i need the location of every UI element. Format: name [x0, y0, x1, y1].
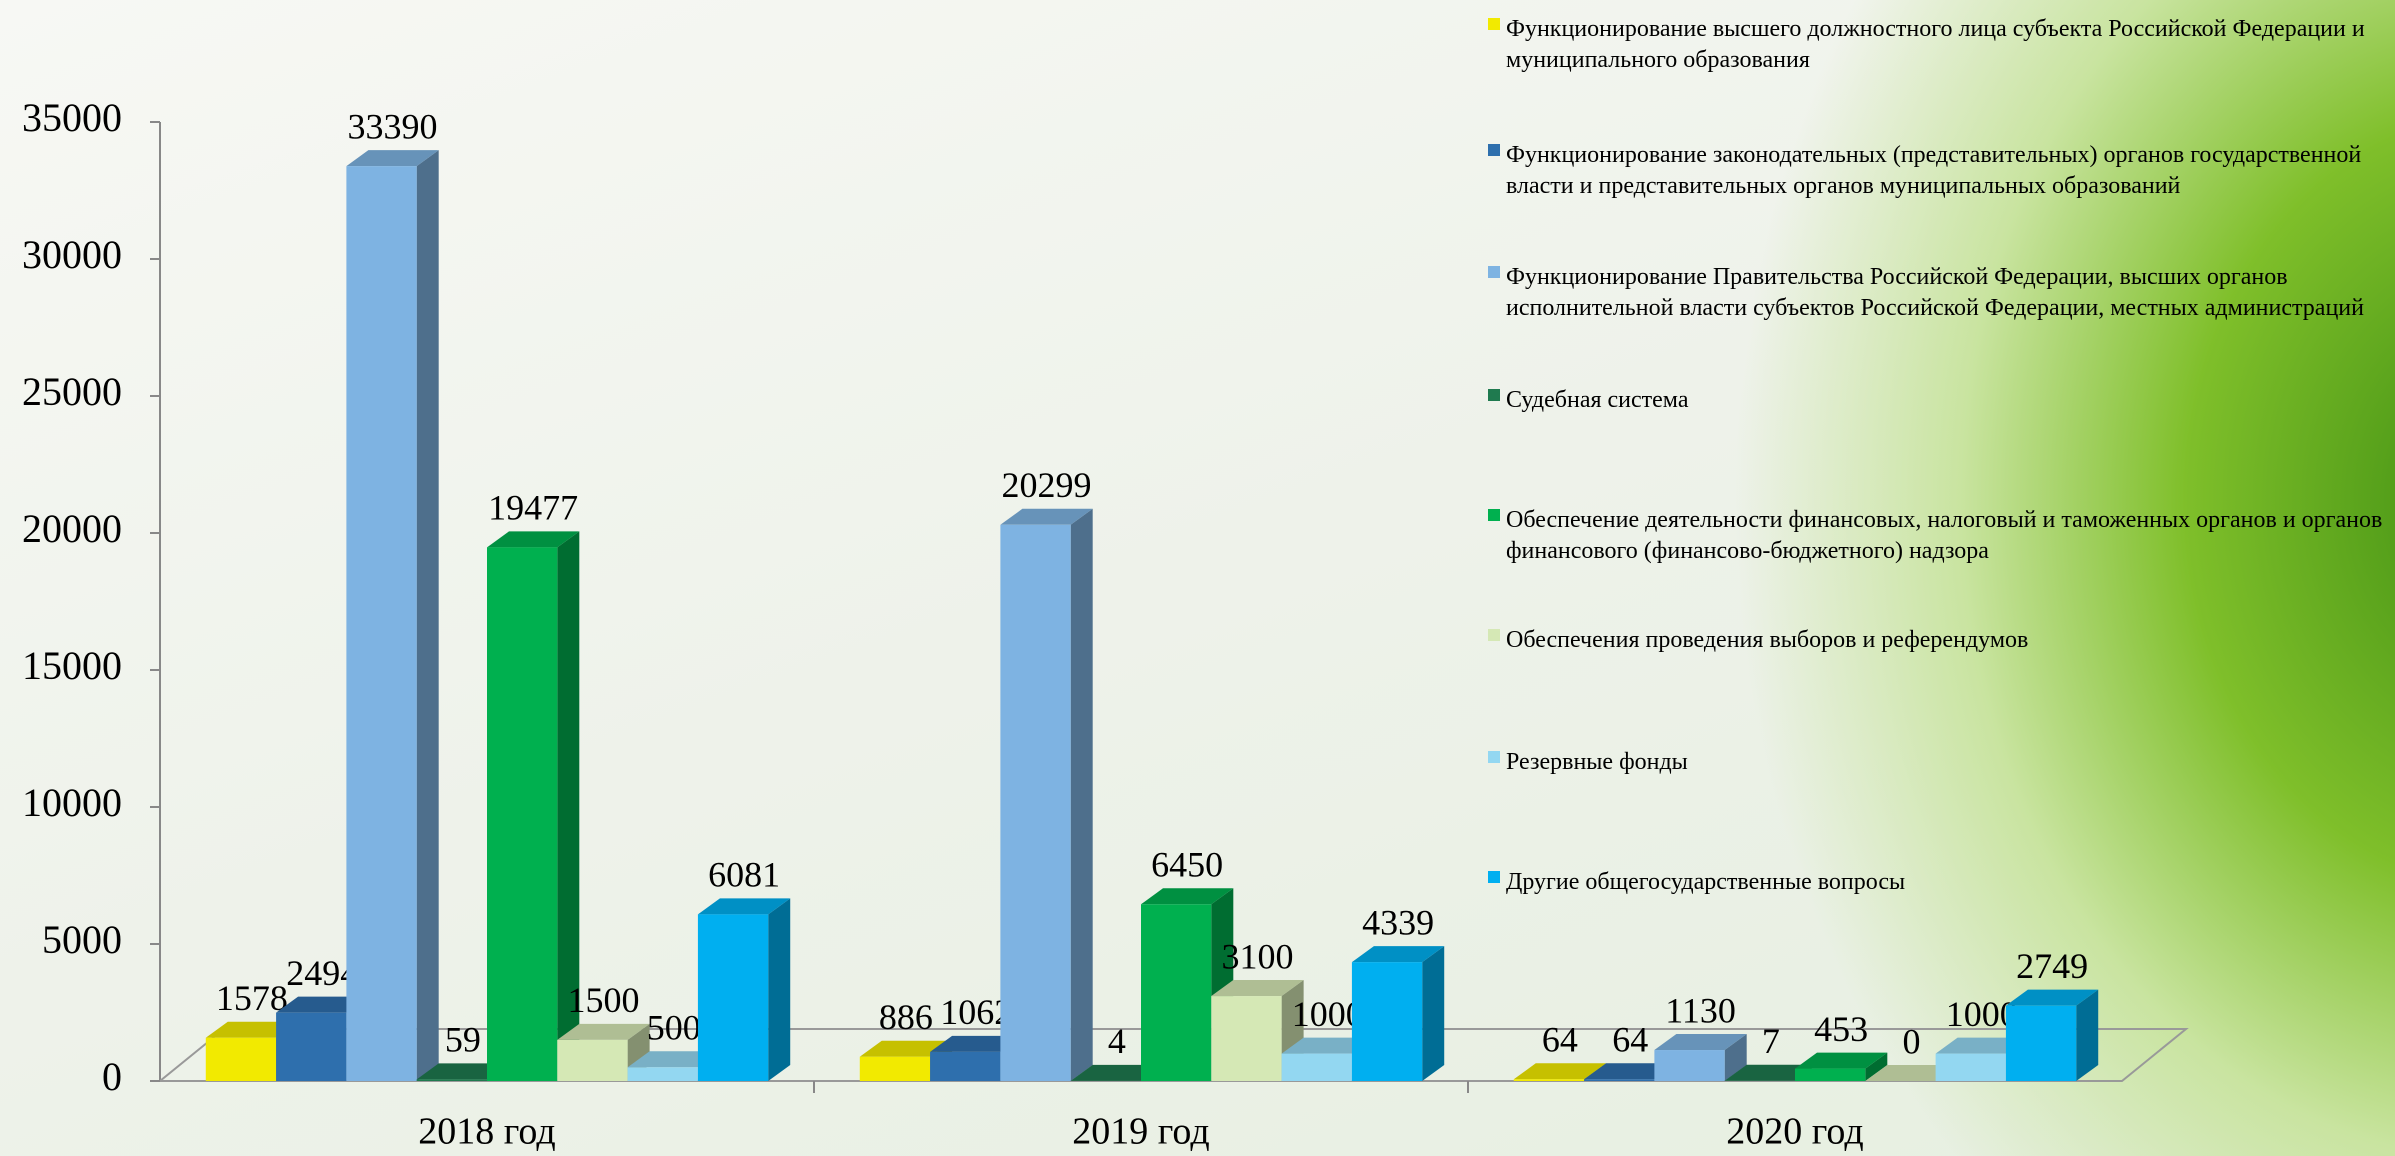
bar [1141, 904, 1211, 1081]
data-label: 4339 [1362, 902, 1434, 942]
legend-swatch [1488, 629, 1500, 641]
legend-entry: Обеспечения проведения выборов и референ… [1488, 625, 2388, 656]
legend-label: Судебная система [1506, 387, 1688, 413]
legend-swatch [1488, 751, 1500, 763]
legend-label: Другие общегосударственные вопросы [1506, 869, 1905, 895]
legend-label: Резервные фонды [1506, 749, 1688, 775]
y-tick-label: 35000 [22, 95, 122, 140]
legend-swatch [1488, 389, 1500, 401]
legend-entry: Функционирование Правительства Российско… [1488, 262, 2388, 324]
data-label: 6081 [708, 855, 780, 895]
bar-side [417, 150, 439, 1081]
y-tick-label: 5000 [42, 917, 122, 962]
x-tick-label: 2019 год [1072, 1111, 1209, 1153]
data-label: 7 [1762, 1021, 1780, 1061]
bar [1000, 525, 1070, 1081]
bar [1654, 1050, 1724, 1081]
data-label: 500 [647, 1008, 701, 1048]
y-tick-label: 25000 [22, 369, 122, 414]
legend-entry: Резервные фонды [1488, 747, 2388, 778]
x-tick-label: 2018 год [418, 1111, 555, 1153]
legend-label: Обеспечения проведения выборов и референ… [1506, 627, 2028, 653]
legend-entry: Функционирование высшего должностного ли… [1488, 14, 2388, 76]
data-label: 1500 [567, 980, 639, 1020]
legend-label: Функционирование высшего должностного ли… [1506, 16, 2365, 73]
data-label: 4 [1108, 1021, 1126, 1061]
y-tick-label: 10000 [22, 780, 122, 825]
bar [2006, 1006, 2076, 1081]
legend-swatch [1488, 144, 1500, 156]
x-tick-label: 2020 год [1726, 1111, 1863, 1153]
bar [1584, 1079, 1654, 1081]
bar [1211, 996, 1281, 1081]
y-tick-label: 30000 [22, 232, 122, 277]
legend-label: Обеспечение деятельности финансовых, нал… [1506, 507, 2382, 564]
legend-entry: Судебная система [1488, 385, 2388, 416]
bar [1282, 1054, 1352, 1081]
bar [1795, 1069, 1865, 1081]
data-label: 33390 [348, 106, 438, 146]
bar-side [768, 898, 790, 1081]
legend-swatch [1488, 18, 1500, 30]
bar [860, 1057, 930, 1081]
bar [487, 547, 557, 1081]
data-label: 20299 [1002, 465, 1092, 505]
data-label: 6450 [1151, 845, 1223, 885]
legend-swatch [1488, 509, 1500, 521]
bar [206, 1038, 276, 1081]
data-label: 3100 [1221, 936, 1293, 976]
legend-swatch [1488, 871, 1500, 883]
bar-side [2076, 990, 2098, 1081]
data-label: 2749 [2016, 946, 2088, 986]
legend-entry: Функционирование законодательных (предст… [1488, 140, 2388, 202]
legend-swatch [1488, 266, 1500, 278]
bar [628, 1067, 698, 1081]
y-tick-label: 0 [102, 1054, 122, 1099]
data-label: 19477 [488, 488, 578, 528]
legend-label: Функционирование Правительства Российско… [1506, 264, 2364, 321]
bar [698, 914, 768, 1081]
data-label: 59 [445, 1020, 481, 1060]
bar [346, 166, 416, 1081]
legend-label: Функционирование законодательных (предст… [1506, 142, 2361, 199]
legend-entry: Обеспечение деятельности финансовых, нал… [1488, 505, 2388, 567]
bar [417, 1079, 487, 1081]
data-label: 0 [1902, 1021, 1920, 1061]
bar [1514, 1079, 1584, 1081]
data-label: 64 [1542, 1020, 1578, 1060]
data-label: 453 [1814, 1009, 1868, 1049]
bar [557, 1040, 627, 1081]
y-tick-label: 20000 [22, 506, 122, 551]
bar [276, 1013, 346, 1081]
bar-side [1422, 946, 1444, 1081]
bar [1936, 1054, 2006, 1081]
data-label: 64 [1612, 1020, 1648, 1060]
slide: 050001000015000200002500030000350002018 … [0, 0, 2395, 1156]
bar [930, 1052, 1000, 1081]
y-tick-label: 15000 [22, 643, 122, 688]
bar-side [1071, 509, 1093, 1081]
data-label: 1130 [1665, 990, 1736, 1030]
legend-entry: Другие общегосударственные вопросы [1488, 867, 2388, 898]
data-label: 886 [879, 997, 933, 1037]
bar [1352, 962, 1422, 1081]
